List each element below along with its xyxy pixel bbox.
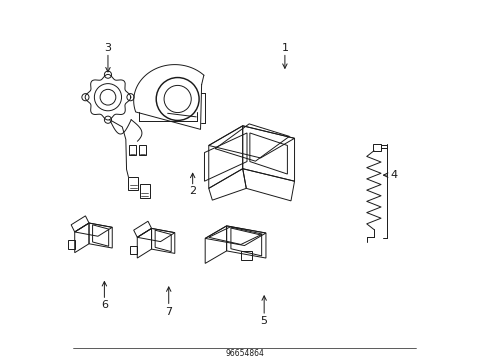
Text: 7: 7 — [165, 307, 172, 317]
Text: 2: 2 — [189, 186, 196, 196]
Text: 3: 3 — [104, 43, 111, 53]
Text: 5: 5 — [260, 316, 267, 325]
Text: 96654864: 96654864 — [224, 349, 264, 358]
Text: 1: 1 — [281, 43, 288, 53]
Text: 6: 6 — [101, 300, 108, 310]
Text: 4: 4 — [389, 170, 397, 180]
